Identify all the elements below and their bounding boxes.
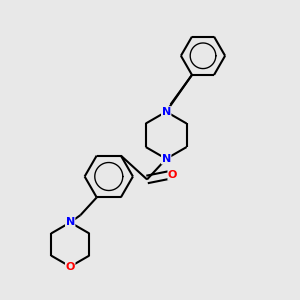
Text: N: N xyxy=(162,154,171,164)
Text: O: O xyxy=(168,170,177,180)
Text: N: N xyxy=(66,218,75,227)
Text: N: N xyxy=(162,107,171,117)
Text: O: O xyxy=(65,262,75,272)
